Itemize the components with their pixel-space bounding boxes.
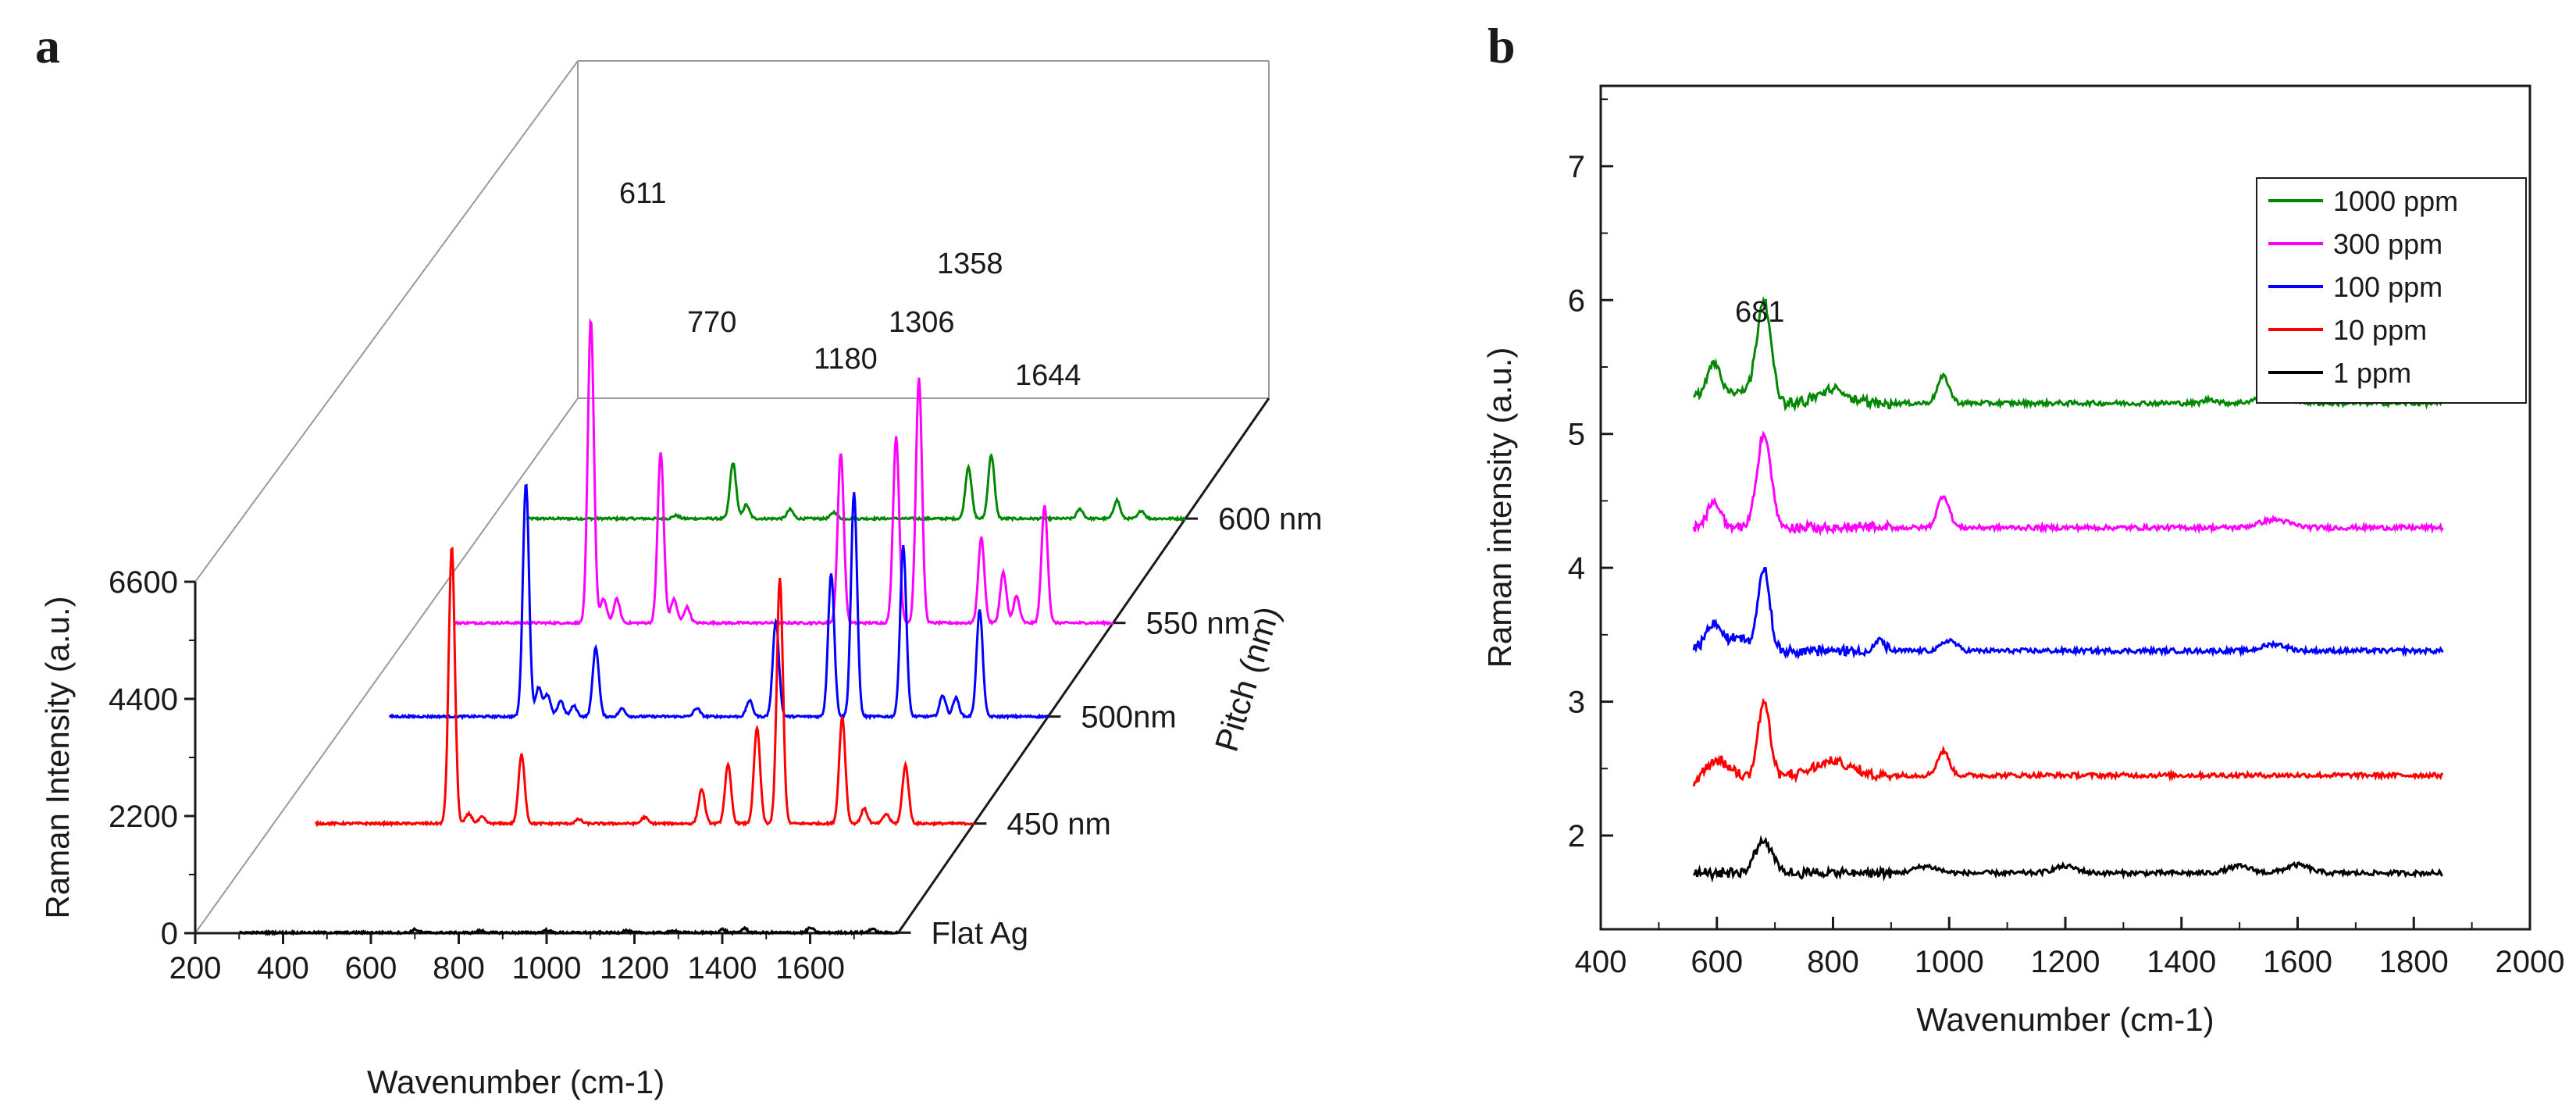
diag-top-edge xyxy=(194,60,579,583)
panel-b-series-group xyxy=(1692,296,2444,883)
series-line-1000-ppm xyxy=(1692,296,2443,412)
panel-b-x-axis-title: Wavenumber (cm-1) xyxy=(1916,1001,2214,1038)
x-tick-label: 800 xyxy=(1807,945,1859,979)
annotation-611: 611 xyxy=(619,177,667,210)
y-tick-label: 3 xyxy=(1568,686,1585,720)
annotation-1180: 1180 xyxy=(814,343,878,376)
legend-box xyxy=(2256,177,2527,404)
series-line-300-ppm xyxy=(1692,430,2444,537)
x-tick-label: 1400 xyxy=(688,951,757,985)
series-line-10-ppm xyxy=(1692,697,2444,787)
panel-a-axis-lines xyxy=(194,397,1270,935)
annotation-1644: 1644 xyxy=(1015,359,1081,392)
series-label-flat-ag: Flat Ag xyxy=(931,916,1028,950)
z-axis-line xyxy=(896,397,1270,934)
panel-a-series-labels: 600 nm 550 nm 500nm 450 nm Flat Ag xyxy=(931,502,1322,950)
panel-a-y-ticks: 0 2200 4400 6600 xyxy=(109,565,195,951)
x-tick-label: 1600 xyxy=(775,951,845,985)
panel-a-x-axis-title: Wavenumber (cm-1) xyxy=(367,1064,664,1100)
legend-label-1000-ppm: 1000 ppm xyxy=(2333,185,2458,217)
panel-b-legend: 1000 ppm 300 ppm 100 ppm 10 ppm 1 ppm xyxy=(2256,177,2527,404)
series-label-500nm: 500nm xyxy=(1081,700,1176,735)
x-tick-label: 200 xyxy=(169,951,222,985)
panel-a-label: a xyxy=(35,18,60,73)
x-tick-label: 1000 xyxy=(512,951,582,985)
x-tick-label: 1600 xyxy=(2263,945,2332,979)
y-tick-label: 6600 xyxy=(109,565,178,600)
x-tick-label: 600 xyxy=(1691,945,1743,979)
panel-a-box-frame xyxy=(194,60,1270,934)
y-tick-label: 0 xyxy=(161,917,178,951)
panel-b-x-ticks: 400 600 800 1000 1200 1400 1600 1800 2000 xyxy=(1575,917,2565,979)
series-label-550-nm: 550 nm xyxy=(1146,607,1250,641)
panel-b-label: b xyxy=(1488,18,1516,73)
diag-back-left-edge xyxy=(194,397,579,934)
y-tick-label: 2 xyxy=(1568,819,1585,854)
x-tick-label: 600 xyxy=(345,951,397,985)
panel-a-x-ticks: 200 400 600 800 1000 1200 1400 1600 xyxy=(169,933,855,985)
panel-a-y-axis-title: Raman Intensity (a.u.) xyxy=(39,596,76,918)
y-tick-label: 4400 xyxy=(109,682,178,717)
series-label-600-nm: 600 nm xyxy=(1218,502,1322,536)
annotation-770: 770 xyxy=(687,306,736,339)
panel-a-z-ticks xyxy=(898,517,1199,934)
series-line-1-ppm xyxy=(1692,835,2443,883)
legend-label-100-ppm: 100 ppm xyxy=(2333,271,2442,303)
x-tick-label: 800 xyxy=(433,951,485,985)
x-tick-label: 2000 xyxy=(2496,945,2565,979)
legend-entries: 1000 ppm 300 ppm 100 ppm 10 ppm 1 ppm xyxy=(2268,185,2458,389)
legend-label-10-ppm: 10 ppm xyxy=(2333,314,2427,346)
y-tick-label: 7 xyxy=(1568,150,1585,184)
x-tick-label: 1200 xyxy=(2031,945,2100,979)
x-tick-label: 1400 xyxy=(2147,945,2216,979)
x-tick-label: 1000 xyxy=(1915,945,1984,979)
annotation-681: 681 xyxy=(1735,296,1784,329)
series-line-flat-ag xyxy=(239,925,899,937)
y-tick-label: 5 xyxy=(1568,418,1585,452)
series-line-500nm xyxy=(388,483,1049,721)
panel-b-y-ticks: 2 3 4 5 6 7 xyxy=(1568,98,1613,854)
panel-a-series-group xyxy=(239,318,1187,937)
y-tick-label: 6 xyxy=(1568,283,1585,318)
panel-b-chart: b 2 3 4 5 6 7 400 600 800 1000 1200 1400 1600 1800 20… xyxy=(1481,18,2564,1038)
panel-a-3d-chart: a 0 2200 4400 6600 200 400 600 800 1000 1200 1400… xyxy=(35,18,1323,1100)
x-tick-label: 1200 xyxy=(600,951,669,985)
x-tick-label: 400 xyxy=(1575,945,1627,979)
y-tick-label: 2200 xyxy=(109,800,178,834)
series-line-100-ppm xyxy=(1692,567,2444,660)
y-tick-label: 4 xyxy=(1568,551,1585,586)
series-label-450-nm: 450 nm xyxy=(1007,807,1110,842)
panel-b-y-axis-title: Raman intensity (a.u.) xyxy=(1481,347,1518,668)
series-line-450-nm xyxy=(315,546,975,828)
annotation-1358: 1358 xyxy=(937,248,1003,280)
x-tick-label: 1800 xyxy=(2379,945,2449,979)
annotation-1306: 1306 xyxy=(889,306,955,339)
legend-label-1-ppm: 1 ppm xyxy=(2333,357,2411,389)
x-tick-label: 400 xyxy=(257,951,309,985)
series-line-550-nm xyxy=(453,318,1114,627)
legend-label-300-ppm: 300 ppm xyxy=(2333,228,2442,260)
